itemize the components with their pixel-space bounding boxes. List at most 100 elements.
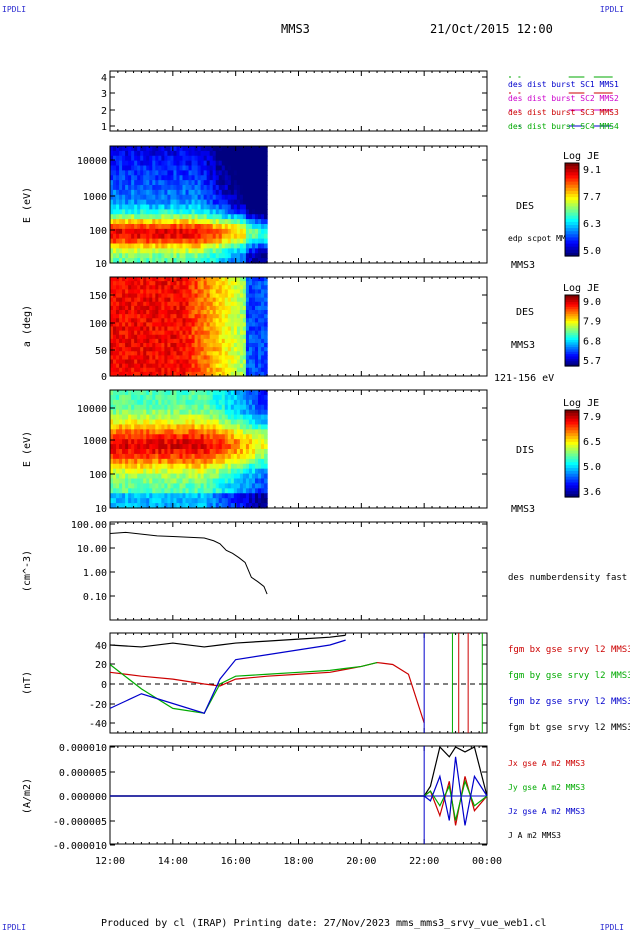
- dis-energy-heatmap-cell: [206, 394, 211, 401]
- des-energy-heatmap-cell: [200, 238, 205, 245]
- des-pitch-heatmap-cell: [170, 310, 175, 315]
- dis-energy-heatmap-cell: [188, 493, 193, 499]
- des-pitch-heatmap-cell: [224, 285, 229, 290]
- dis-energy-heatmap-cell: [200, 424, 205, 430]
- dis-energy-heatmap-cell: [167, 493, 172, 499]
- current-tick-label: -0.000010: [53, 841, 107, 852]
- current-frame: [109, 745, 488, 845]
- dis-energy-heatmap-cell: [137, 468, 141, 475]
- dis-energy-heatmap-cell: [176, 463, 181, 470]
- des-energy-heatmap-cell: [264, 165, 268, 171]
- dis-energy-heatmap-cell: [170, 390, 175, 396]
- dis-energy-heatmap-cell: [200, 453, 205, 460]
- des-energy-heatmap-cell: [152, 228, 156, 235]
- des-energy-heatmap-cell: [140, 180, 144, 186]
- des-pitch-heatmap-cell: [119, 371, 123, 377]
- dis-energy-heatmap-cell: [110, 399, 114, 406]
- des-pitch-heatmap-cell: [122, 367, 126, 373]
- des-energy-heatmap-cell: [215, 170, 220, 176]
- dis-energy-heatmap-cell: [227, 493, 232, 499]
- dis-energy-heatmap-cell: [236, 488, 241, 494]
- des-pitch-heatmap-cell: [164, 318, 168, 323]
- dis-energy-heatmap-cell: [125, 478, 129, 485]
- dis-energy-heatmap-cell: [215, 439, 220, 445]
- dis-energy-heatmap-cell: [224, 483, 229, 489]
- dis-energy-heatmap-cell: [182, 458, 187, 465]
- des-pitch-heatmap-cell: [245, 285, 250, 290]
- des-pitch-colorbar-cell: [565, 321, 579, 324]
- des-energy-heatmap-cell: [191, 258, 196, 264]
- dis-energy-heatmap-cell: [119, 503, 123, 509]
- des-pitch-heatmap: [110, 277, 268, 377]
- des-pitch-heatmap-cell: [176, 330, 181, 336]
- des-energy-heatmap-cell: [143, 165, 147, 171]
- dis-energy-heatmap-cell: [164, 390, 168, 396]
- dis-energy-heatmap-cell: [185, 419, 190, 426]
- des-pitch-heatmap-cell: [251, 293, 256, 299]
- dis-energy-heatmap-cell: [191, 390, 196, 396]
- dis-energy-heatmap-cell: [239, 498, 244, 504]
- dis-energy-colorbar-cell: [565, 453, 579, 457]
- des-energy-heatmap-cell: [185, 258, 190, 264]
- des-energy-heatmap-cell: [203, 199, 208, 206]
- des-energy-heatmap-cell: [119, 209, 123, 215]
- des-pitch-heatmap-cell: [176, 371, 181, 377]
- des-pitch-heatmap-cell: [258, 326, 262, 332]
- des-pitch-heatmap-cell: [176, 347, 181, 352]
- des-pitch-heatmap-cell: [128, 334, 132, 340]
- des-pitch-heatmap-cell: [209, 289, 214, 295]
- dis-energy-heatmap-cell: [143, 483, 147, 489]
- des-pitch-heatmap-cell: [158, 293, 162, 299]
- des-pitch-heatmap-cell: [140, 351, 144, 356]
- des-energy-heatmap-cell: [203, 219, 208, 225]
- des-energy-heatmap-cell: [248, 258, 253, 264]
- des-energy-heatmap-cell: [188, 243, 193, 249]
- dis-energy-heatmap-cell: [140, 439, 144, 445]
- dis-energy-heatmap-cell: [258, 483, 262, 489]
- des-energy-heatmap-cell: [227, 224, 232, 230]
- des-pitch-heatmap-cell: [212, 359, 217, 365]
- des-energy-heatmap-cell: [242, 224, 247, 230]
- des-pitch-heatmap-cell: [200, 301, 205, 307]
- dis-energy-heatmap-cell: [164, 488, 168, 494]
- des-energy-heatmap-cell: [128, 204, 132, 210]
- des-pitch-heatmap-cell: [161, 322, 165, 328]
- dis-energy-heatmap-cell: [152, 493, 156, 499]
- dis-energy-heatmap-cell: [137, 498, 141, 504]
- dis-energy-heatmap-cell: [251, 503, 256, 509]
- des-energy-heatmap-cell: [140, 175, 144, 181]
- des-energy-heatmap-cell: [261, 170, 265, 176]
- des-pitch-heatmap-cell: [221, 297, 226, 303]
- dis-energy-heatmap-cell: [134, 449, 138, 455]
- des-pitch-heatmap-cell: [128, 314, 132, 319]
- dis-energy-heatmap-cell: [149, 453, 153, 460]
- des-pitch-heatmap-cell: [152, 326, 156, 332]
- dis-energy-heatmap-cell: [143, 444, 147, 450]
- des-pitch-heatmap-cell: [128, 347, 132, 352]
- dis-energy-heatmap-cell: [176, 488, 181, 494]
- des-pitch-heatmap-cell: [251, 318, 256, 323]
- dis-energy-heatmap-cell: [212, 404, 217, 411]
- des-energy-heatmap-cell: [206, 189, 211, 196]
- des-energy-heatmap-cell: [255, 219, 259, 225]
- dis-energy-heatmap-cell: [209, 478, 214, 485]
- dis-energy-heatmap-cell: [155, 419, 159, 426]
- des-energy-heatmap-cell: [191, 189, 196, 196]
- des-energy-heatmap-cell: [218, 228, 223, 235]
- dis-energy-heatmap-cell: [236, 493, 241, 499]
- des-pitch-heatmap-cell: [143, 322, 147, 328]
- des-pitch-heatmap-cell: [182, 310, 187, 315]
- des-pitch-heatmap-cell: [236, 330, 241, 336]
- des-energy-heatmap-cell: [134, 258, 138, 264]
- dis-energy-heatmap-cell: [200, 419, 205, 426]
- des-pitch-heatmap-cell: [194, 293, 199, 299]
- dis-energy-heatmap-cell: [182, 434, 187, 440]
- des-energy-heatmap-cell: [233, 209, 238, 215]
- des-energy-heatmap-cell: [182, 214, 187, 220]
- des-pitch-heatmap-cell: [113, 351, 117, 356]
- des-energy-heatmap-cell: [197, 150, 202, 157]
- dis-energy-heatmap-cell: [122, 458, 126, 465]
- des-pitch-heatmap-cell: [113, 285, 117, 290]
- des-energy-heatmap-cell: [176, 150, 181, 157]
- des-energy-heatmap-cell: [209, 228, 214, 235]
